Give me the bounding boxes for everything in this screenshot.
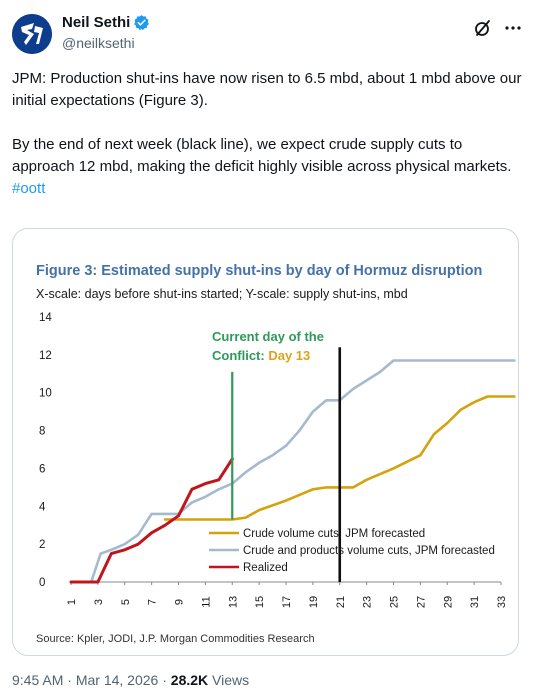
tweet-time[interactable]: 9:45 AM bbox=[12, 672, 64, 688]
x-tick-label: 17 bbox=[281, 596, 293, 608]
y-tick-label: 12 bbox=[39, 350, 52, 362]
y-tick-label: 0 bbox=[39, 577, 45, 589]
views-label: Views bbox=[212, 672, 250, 688]
y-tick-label: 14 bbox=[39, 312, 52, 324]
chart: Figure 3: Estimated supply shut-ins by d… bbox=[36, 263, 516, 645]
x-tick-label: 9 bbox=[174, 599, 186, 605]
series-line-realized bbox=[69, 457, 234, 584]
author-display-name[interactable]: Neil Sethi bbox=[62, 14, 131, 31]
legend-label: Crude volume cuts, JPM forecasted bbox=[243, 528, 425, 540]
avatar-logo-icon bbox=[12, 14, 52, 54]
chart-source: Source: Kpler, JODI, J.P. Morgan Commodi… bbox=[36, 633, 315, 645]
x-tick-label: 15 bbox=[254, 596, 266, 608]
tweet-header: Neil Sethi @neilksethi bbox=[12, 12, 525, 56]
x-tick-label: 7 bbox=[147, 599, 159, 605]
y-tick-label: 6 bbox=[39, 463, 45, 475]
chart-legend: Crude volume cuts, JPM forecasted Crude a… bbox=[209, 528, 495, 574]
tweet-paragraph: By the end of next week (black line), we… bbox=[12, 136, 512, 175]
x-tick-label: 19 bbox=[308, 596, 320, 608]
chart-vertical-lines bbox=[231, 347, 342, 582]
avatar[interactable] bbox=[12, 14, 52, 54]
x-tick-label: 3 bbox=[93, 599, 105, 605]
y-tick-label: 10 bbox=[39, 388, 52, 400]
meta-separator: · bbox=[162, 672, 167, 688]
hashtag-link[interactable]: #oott bbox=[12, 180, 46, 197]
x-tick-label: 29 bbox=[442, 596, 454, 608]
chart-annotations: Current day of the Conflict: Day 13 bbox=[212, 329, 324, 363]
legend-label: Realized bbox=[243, 562, 288, 574]
legend-label: Crude and products volume cuts, JPM fore… bbox=[243, 545, 495, 557]
y-tick-label: 8 bbox=[39, 426, 45, 438]
series-line-crude bbox=[163, 395, 516, 521]
chart-subtitle: X-scale: days before shut-ins started; Y… bbox=[36, 287, 408, 301]
y-tick-label: 4 bbox=[39, 501, 46, 513]
tweet-meta: 9:45 AM · Mar 14, 2026 · 28.2K Views bbox=[12, 672, 249, 688]
verified-badge-icon[interactable] bbox=[133, 14, 150, 31]
annotation-conflict-label: Conflict: bbox=[212, 348, 268, 363]
x-tick-label: 1 bbox=[66, 599, 78, 605]
x-tick-label: 11 bbox=[200, 596, 212, 607]
meta-separator: · bbox=[67, 672, 72, 688]
x-tick-label: 13 bbox=[227, 596, 239, 608]
annotation-conflict-day: Conflict: Day 13 bbox=[212, 348, 310, 363]
x-tick-label: 21 bbox=[335, 596, 347, 608]
tweet-date[interactable]: Mar 14, 2026 bbox=[75, 672, 159, 688]
annotation-current-day: Current day of the bbox=[212, 329, 324, 344]
tweet-text: JPM: Production shut-ins have now risen … bbox=[12, 68, 522, 200]
chart-title: Figure 3: Estimated supply shut-ins by d… bbox=[36, 263, 482, 279]
author-handle[interactable]: @neilksethi bbox=[62, 35, 135, 51]
chart-series-layer bbox=[69, 359, 516, 584]
x-tick-label: 27 bbox=[415, 596, 427, 608]
series-line-crude-products bbox=[69, 359, 516, 584]
more-options-icon[interactable] bbox=[503, 18, 523, 38]
y-tick-label: 2 bbox=[39, 539, 45, 551]
media-image[interactable]: Figure 3: Estimated supply shut-ins by d… bbox=[12, 228, 519, 656]
x-tick-label: 31 bbox=[469, 596, 481, 608]
x-tick-label: 33 bbox=[496, 596, 508, 608]
x-tick-label: 23 bbox=[362, 596, 374, 608]
annotation-day-highlight: Day 13 bbox=[268, 348, 310, 363]
x-tick-label: 5 bbox=[120, 599, 132, 605]
tweet-paragraph: JPM: Production shut-ins have now risen … bbox=[12, 70, 522, 109]
grok-icon[interactable] bbox=[473, 18, 493, 38]
views-count: 28.2K bbox=[170, 672, 209, 688]
x-tick-label: 25 bbox=[389, 596, 401, 608]
